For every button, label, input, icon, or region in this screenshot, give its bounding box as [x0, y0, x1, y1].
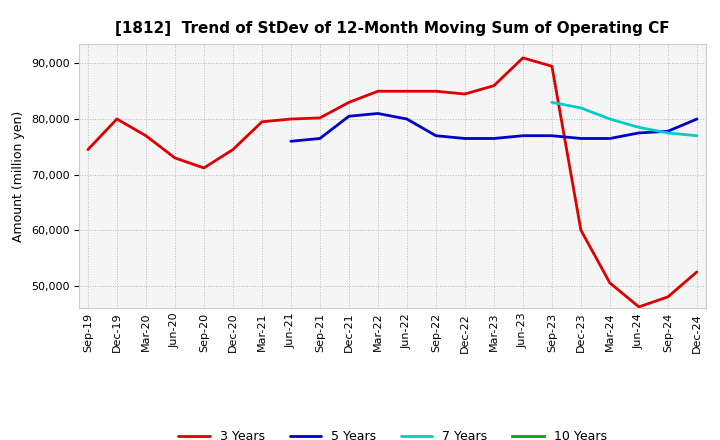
5 Years: [315, 136, 324, 141]
5 Years: [634, 130, 643, 136]
3 Years: [577, 227, 585, 233]
Line: 5 Years: 5 Years: [291, 114, 697, 141]
5 Years: [374, 111, 382, 116]
5 Years: [287, 139, 295, 144]
3 Years: [634, 304, 643, 309]
Line: 7 Years: 7 Years: [552, 103, 697, 136]
3 Years: [142, 133, 150, 138]
5 Years: [461, 136, 469, 141]
3 Years: [374, 88, 382, 94]
5 Years: [693, 117, 701, 122]
5 Years: [402, 117, 411, 122]
7 Years: [693, 133, 701, 138]
3 Years: [664, 294, 672, 300]
Title: [1812]  Trend of StDev of 12-Month Moving Sum of Operating CF: [1812] Trend of StDev of 12-Month Moving…: [115, 21, 670, 36]
3 Years: [199, 165, 208, 171]
Legend: 3 Years, 5 Years, 7 Years, 10 Years: 3 Years, 5 Years, 7 Years, 10 Years: [174, 425, 611, 440]
5 Years: [490, 136, 498, 141]
5 Years: [548, 133, 557, 138]
5 Years: [577, 136, 585, 141]
3 Years: [461, 92, 469, 97]
7 Years: [606, 117, 614, 122]
7 Years: [664, 130, 672, 136]
3 Years: [490, 83, 498, 88]
3 Years: [112, 117, 121, 122]
3 Years: [84, 147, 92, 152]
3 Years: [606, 280, 614, 286]
7 Years: [634, 125, 643, 130]
3 Years: [315, 115, 324, 121]
3 Years: [258, 119, 266, 125]
5 Years: [664, 128, 672, 134]
Y-axis label: Amount (million yen): Amount (million yen): [12, 110, 25, 242]
3 Years: [518, 55, 527, 61]
3 Years: [171, 155, 179, 161]
3 Years: [431, 88, 440, 94]
3 Years: [402, 88, 411, 94]
3 Years: [345, 100, 354, 105]
3 Years: [548, 64, 557, 69]
5 Years: [345, 114, 354, 119]
7 Years: [577, 105, 585, 110]
3 Years: [287, 117, 295, 122]
3 Years: [228, 147, 237, 152]
Line: 3 Years: 3 Years: [88, 58, 697, 307]
5 Years: [431, 133, 440, 138]
3 Years: [693, 269, 701, 275]
7 Years: [548, 100, 557, 105]
5 Years: [518, 133, 527, 138]
5 Years: [606, 136, 614, 141]
